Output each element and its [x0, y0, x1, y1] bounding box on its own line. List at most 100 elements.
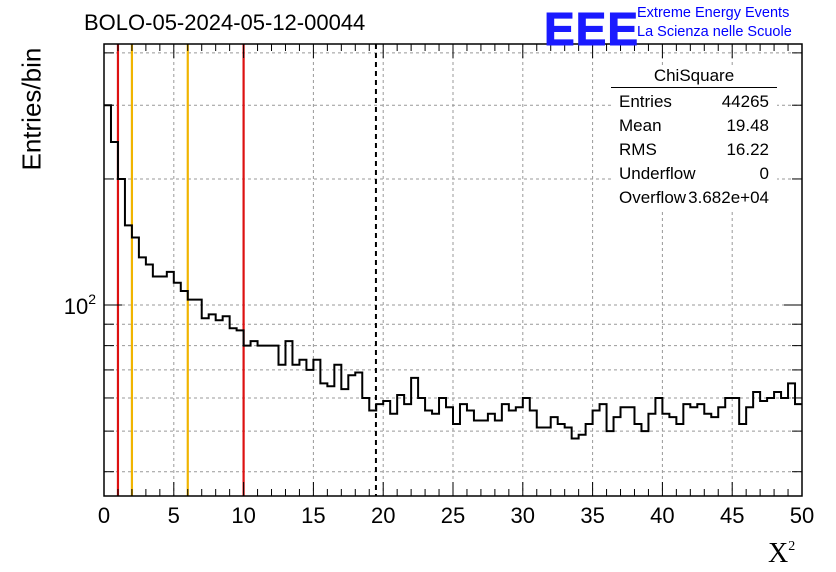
histogram-bin	[376, 404, 383, 496]
histogram-bin	[313, 360, 320, 496]
histogram-bin	[216, 320, 223, 496]
histogram-bin	[621, 407, 628, 496]
histogram-bin	[509, 411, 516, 496]
histogram-bin	[474, 421, 481, 496]
histogram-bin	[767, 398, 774, 496]
histogram-bin	[614, 417, 621, 496]
chart-title: BOLO-05-2024-05-12-00044	[84, 10, 366, 35]
histogram-bin	[530, 411, 537, 496]
x-tick-label: 35	[580, 503, 604, 528]
histogram-bin	[774, 392, 781, 496]
histogram-bin	[320, 383, 327, 496]
histogram-series	[104, 104, 802, 496]
histogram-bin	[251, 341, 258, 496]
histogram-bin	[655, 398, 662, 496]
histogram-bin	[439, 398, 446, 496]
histogram-bin	[327, 386, 334, 496]
histogram-bin	[725, 398, 732, 496]
histogram-bin	[306, 370, 313, 496]
stat-row-entries: Entries 44265	[611, 90, 777, 114]
histogram-bin	[516, 407, 523, 496]
histogram-bin	[607, 431, 614, 496]
eee-logo-text: Extreme Energy Events La Scienza nelle S…	[637, 4, 792, 42]
histogram-bin	[279, 365, 286, 496]
histogram-bin	[704, 414, 711, 496]
stat-label: RMS	[619, 140, 657, 159]
histogram-bin	[383, 401, 390, 496]
histogram-bin	[258, 346, 265, 496]
histogram-bin	[411, 378, 418, 496]
histogram-bin	[223, 316, 230, 496]
x-tick-label: 25	[441, 503, 465, 528]
x-axis-label-base: X	[768, 538, 789, 569]
histogram-bin	[292, 365, 299, 496]
histogram-bin	[202, 318, 209, 496]
histogram-bin	[669, 417, 676, 496]
histogram-bin	[634, 424, 641, 496]
histogram-bin	[481, 421, 488, 496]
histogram-bin	[285, 341, 292, 496]
x-tick-label: 5	[168, 503, 180, 528]
vertical-marker-lines	[116, 44, 377, 496]
histogram-bin	[495, 421, 502, 496]
histogram-bin	[753, 392, 760, 496]
histogram-bin	[600, 404, 607, 496]
stat-label: Overflow	[619, 188, 687, 207]
histogram-bin	[662, 414, 669, 496]
stat-row-rms: RMS 16.22	[611, 138, 777, 162]
stat-row-underflow: Underflow 0	[611, 162, 777, 186]
histogram-bin	[690, 407, 697, 496]
histogram-bin	[558, 424, 565, 496]
histogram-bin	[467, 411, 474, 496]
histogram-bin	[760, 401, 767, 496]
histogram-bin	[544, 428, 551, 496]
histogram-bin	[648, 414, 655, 496]
histogram-bin	[746, 407, 753, 496]
x-tick-label: 0	[98, 503, 110, 528]
x-axis-label-superscript: 2	[788, 539, 796, 554]
histogram-bin	[425, 411, 432, 496]
eee-logo-mark: EEE	[543, 3, 640, 56]
histogram-bin	[732, 398, 739, 496]
histogram-bin	[718, 407, 725, 496]
histogram-bin	[593, 411, 600, 496]
histogram-bin	[348, 375, 355, 496]
histogram-bin	[404, 404, 411, 496]
x-tick-label: 40	[650, 503, 674, 528]
stat-label: Underflow	[619, 164, 696, 183]
histogram-bin	[551, 417, 558, 496]
x-tick-label: 45	[720, 503, 744, 528]
histogram-bin	[537, 428, 544, 496]
histogram-bin	[572, 439, 579, 496]
histogram-bin	[676, 424, 683, 496]
histogram-bin	[265, 346, 272, 496]
histogram-bin	[523, 398, 530, 496]
histogram-bin	[739, 424, 746, 496]
x-tick-label: 50	[790, 503, 814, 528]
stat-row-mean: Mean 19.48	[611, 114, 777, 138]
histogram-bin	[453, 424, 460, 496]
x-tick-label: 10	[231, 503, 255, 528]
stat-value: 16.22	[726, 140, 769, 159]
histogram-bin	[230, 328, 237, 496]
histogram-bin	[355, 373, 362, 496]
histogram-bin	[711, 417, 718, 496]
histogram-bin	[397, 395, 404, 496]
histogram-bin	[146, 264, 153, 496]
y-axis-label: Entries/bin	[16, 47, 47, 171]
statistics-box-title: ChiSquare	[611, 66, 777, 88]
stat-value: 44265	[721, 92, 769, 111]
histogram-bin	[565, 428, 572, 496]
histogram-bin	[788, 383, 795, 496]
stat-row-overflow: Overflow 3.682e+04	[611, 186, 777, 210]
histogram-bin	[139, 257, 146, 496]
x-tick-label: 20	[371, 503, 395, 528]
stat-label: Entries	[619, 92, 672, 111]
histogram-bin	[174, 283, 181, 496]
histogram-bin	[272, 346, 279, 496]
stat-value: 19.48	[726, 116, 769, 135]
histogram-bin	[781, 398, 788, 496]
x-tick-label: 30	[511, 503, 535, 528]
